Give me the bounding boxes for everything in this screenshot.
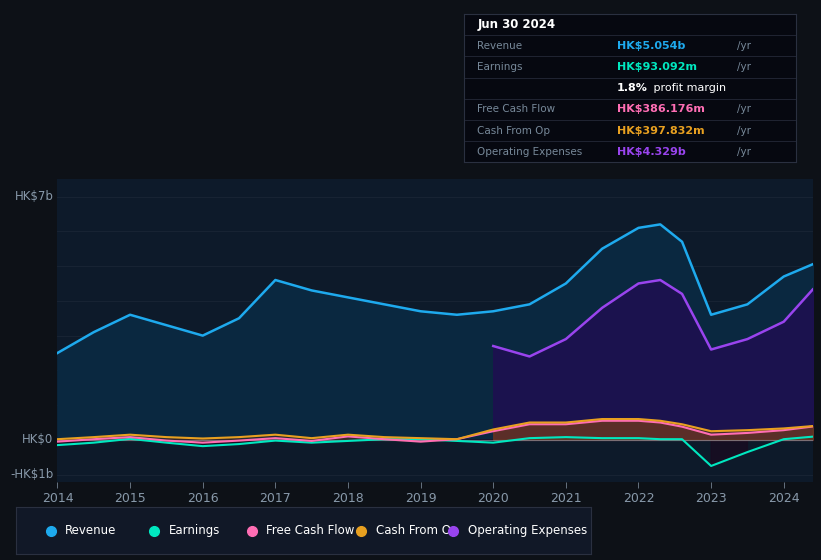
Text: Revenue: Revenue [477, 41, 522, 51]
Text: profit margin: profit margin [650, 83, 727, 93]
Text: /yr: /yr [736, 125, 750, 136]
Text: Earnings: Earnings [169, 524, 220, 537]
Text: Operating Expenses: Operating Expenses [477, 147, 582, 157]
Text: HK$93.092m: HK$93.092m [617, 62, 697, 72]
Text: HK$4.329b: HK$4.329b [617, 147, 686, 157]
Text: HK$5.054b: HK$5.054b [617, 41, 686, 51]
Text: HK$0: HK$0 [22, 433, 53, 446]
Text: HK$397.832m: HK$397.832m [617, 125, 704, 136]
Text: Cash From Op: Cash From Op [376, 524, 458, 537]
Text: HK$386.176m: HK$386.176m [617, 104, 704, 114]
Text: HK$7b: HK$7b [15, 190, 53, 203]
Text: /yr: /yr [736, 62, 750, 72]
Text: Operating Expenses: Operating Expenses [468, 524, 587, 537]
Text: Free Cash Flow: Free Cash Flow [477, 104, 555, 114]
Text: Cash From Op: Cash From Op [477, 125, 550, 136]
Text: -HK$1b: -HK$1b [10, 468, 53, 481]
Text: /yr: /yr [736, 147, 750, 157]
Text: /yr: /yr [736, 104, 750, 114]
Text: 1.8%: 1.8% [617, 83, 648, 93]
Text: /yr: /yr [736, 41, 750, 51]
Text: Free Cash Flow: Free Cash Flow [266, 524, 355, 537]
Text: Revenue: Revenue [65, 524, 117, 537]
Text: Jun 30 2024: Jun 30 2024 [477, 18, 555, 31]
Text: Earnings: Earnings [477, 62, 523, 72]
